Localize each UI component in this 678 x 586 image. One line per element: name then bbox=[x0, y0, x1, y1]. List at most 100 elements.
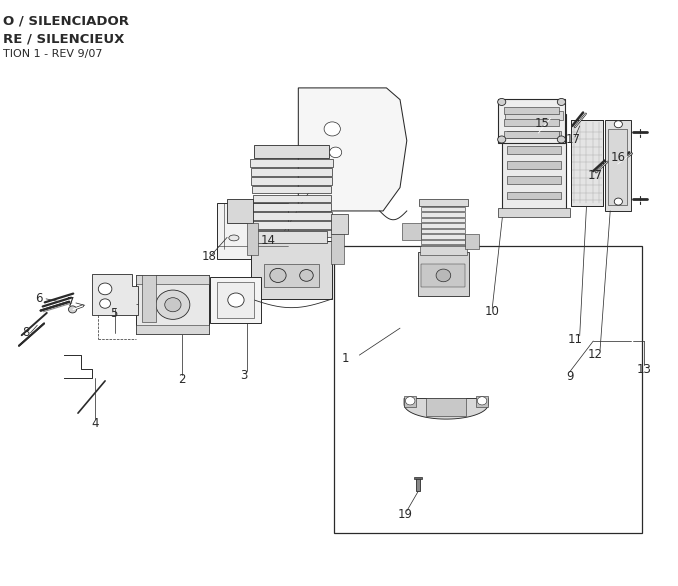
Text: 9: 9 bbox=[565, 370, 574, 383]
Polygon shape bbox=[92, 274, 138, 315]
Circle shape bbox=[614, 121, 622, 128]
Bar bbox=[605, 120, 631, 211]
Circle shape bbox=[98, 283, 112, 295]
Bar bbox=[502, 114, 566, 211]
Text: 12: 12 bbox=[588, 348, 603, 361]
Text: 1: 1 bbox=[342, 352, 349, 365]
Bar bbox=[571, 120, 603, 206]
Text: 18: 18 bbox=[201, 250, 216, 263]
Text: 13: 13 bbox=[637, 363, 652, 376]
Circle shape bbox=[330, 147, 342, 158]
Bar bbox=[256, 231, 327, 243]
Bar bbox=[498, 208, 570, 217]
Circle shape bbox=[498, 136, 506, 143]
Text: 19: 19 bbox=[398, 508, 413, 521]
Circle shape bbox=[498, 98, 506, 105]
Bar bbox=[403, 223, 422, 240]
Bar bbox=[331, 234, 344, 264]
Bar bbox=[136, 275, 209, 284]
Bar bbox=[422, 245, 465, 250]
Bar bbox=[251, 168, 332, 176]
Bar bbox=[505, 111, 563, 120]
Bar bbox=[210, 277, 261, 323]
Bar bbox=[142, 275, 156, 322]
Text: O / SILENCIADOR: O / SILENCIADOR bbox=[3, 15, 129, 28]
Text: 3: 3 bbox=[241, 369, 247, 381]
Text: 10: 10 bbox=[485, 305, 500, 318]
Bar bbox=[252, 212, 332, 220]
Text: 17: 17 bbox=[565, 133, 580, 146]
Circle shape bbox=[165, 298, 181, 312]
Bar bbox=[252, 186, 331, 193]
Bar bbox=[252, 177, 332, 185]
Bar bbox=[422, 218, 465, 223]
Bar bbox=[498, 99, 565, 143]
Text: 17: 17 bbox=[588, 169, 603, 182]
Bar bbox=[426, 398, 466, 416]
Bar bbox=[571, 120, 603, 206]
Bar bbox=[420, 246, 466, 255]
Bar bbox=[254, 145, 329, 158]
Bar bbox=[250, 230, 333, 237]
Bar bbox=[334, 246, 642, 533]
Bar bbox=[422, 223, 465, 228]
Bar bbox=[217, 282, 254, 318]
Bar bbox=[507, 161, 561, 169]
Bar bbox=[416, 478, 420, 491]
Bar bbox=[507, 176, 561, 184]
Bar bbox=[404, 396, 416, 407]
Text: 8: 8 bbox=[22, 326, 29, 339]
Text: 11: 11 bbox=[567, 333, 582, 346]
Text: 7: 7 bbox=[67, 297, 75, 309]
Bar bbox=[264, 264, 319, 287]
Circle shape bbox=[156, 290, 190, 319]
Bar bbox=[227, 199, 253, 223]
Circle shape bbox=[557, 136, 565, 143]
Bar bbox=[136, 325, 209, 334]
Circle shape bbox=[614, 198, 622, 205]
Circle shape bbox=[228, 293, 244, 307]
Circle shape bbox=[100, 299, 111, 308]
Bar bbox=[247, 223, 258, 255]
Bar bbox=[331, 214, 348, 234]
Circle shape bbox=[557, 98, 565, 105]
Bar bbox=[418, 252, 468, 296]
Text: 15: 15 bbox=[535, 117, 550, 130]
Circle shape bbox=[436, 269, 451, 282]
Bar bbox=[251, 241, 332, 299]
Bar bbox=[250, 159, 333, 167]
Bar bbox=[422, 207, 465, 212]
Bar bbox=[136, 275, 209, 334]
Bar bbox=[476, 396, 488, 407]
Circle shape bbox=[324, 122, 340, 136]
Bar bbox=[608, 129, 627, 205]
Circle shape bbox=[405, 397, 415, 405]
Ellipse shape bbox=[228, 235, 239, 241]
Circle shape bbox=[300, 270, 313, 281]
Bar bbox=[507, 192, 561, 199]
Bar bbox=[422, 229, 465, 233]
Circle shape bbox=[270, 268, 286, 282]
Bar bbox=[217, 203, 288, 259]
Text: 16: 16 bbox=[611, 151, 626, 163]
Polygon shape bbox=[298, 88, 407, 211]
Text: 5: 5 bbox=[111, 307, 117, 320]
Bar bbox=[422, 212, 465, 217]
Bar bbox=[507, 146, 561, 154]
Bar bbox=[465, 234, 479, 249]
Polygon shape bbox=[404, 398, 488, 419]
Text: 6: 6 bbox=[35, 292, 43, 305]
Bar bbox=[504, 107, 559, 114]
Text: 14: 14 bbox=[260, 234, 275, 247]
Circle shape bbox=[68, 306, 77, 313]
Circle shape bbox=[477, 397, 487, 405]
Text: 2: 2 bbox=[178, 373, 186, 386]
Bar bbox=[504, 119, 559, 126]
Text: RE / SILENCIEUX: RE / SILENCIEUX bbox=[3, 32, 125, 45]
Bar bbox=[422, 234, 465, 239]
Bar bbox=[252, 203, 331, 211]
Bar bbox=[422, 264, 465, 287]
Bar bbox=[251, 221, 332, 229]
Bar bbox=[507, 131, 561, 138]
Bar bbox=[252, 195, 330, 202]
